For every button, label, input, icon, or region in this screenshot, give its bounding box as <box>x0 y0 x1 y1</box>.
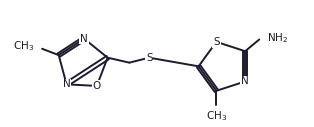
Text: S: S <box>146 53 153 63</box>
Text: NH$_2$: NH$_2$ <box>267 32 288 45</box>
Text: N: N <box>241 76 249 86</box>
Text: CH$_3$: CH$_3$ <box>13 39 34 53</box>
Text: S: S <box>213 37 220 47</box>
Text: CH$_3$: CH$_3$ <box>206 110 227 123</box>
Text: N: N <box>63 79 70 89</box>
Text: O: O <box>93 81 101 91</box>
Text: N: N <box>80 34 88 44</box>
